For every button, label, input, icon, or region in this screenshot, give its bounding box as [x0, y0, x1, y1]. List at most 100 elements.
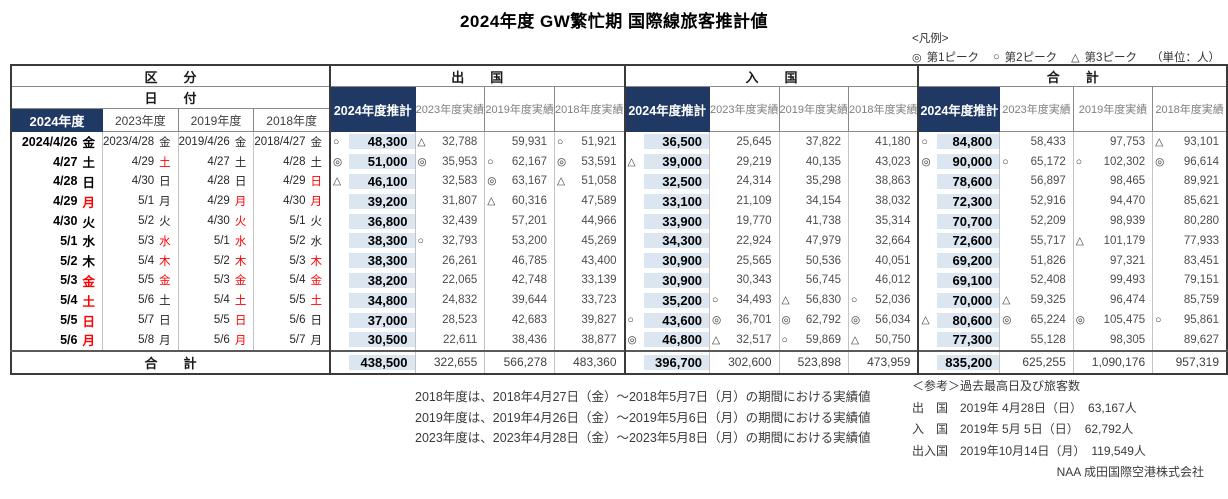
peak-symbol: ◎: [1075, 314, 1085, 327]
value-text: 78,600: [937, 173, 1000, 189]
value-cell-content: 28,523: [416, 310, 484, 330]
date-cell-content: 5/1 月: [103, 191, 177, 211]
value-cell: ○ 48,300: [328, 131, 416, 152]
value-text: 99,493: [1109, 274, 1146, 287]
date-text: 5/4: [138, 254, 155, 267]
date-cell: 2019/4/26 金: [177, 131, 254, 152]
date-text: 5/6: [213, 333, 230, 346]
value-text: 34,493: [736, 294, 772, 307]
date-cell-content: 5/6 土: [103, 290, 177, 310]
value-cell: 38,877: [554, 329, 625, 351]
date-text: 5/6: [138, 294, 155, 307]
note-line: 2019年度は、2019年4月26日（金）～2019年5月6日（月）の期間におけ…: [415, 410, 871, 425]
value-cell: 55,717: [999, 230, 1074, 251]
peak-symbol: ◎: [557, 155, 567, 168]
value-cell-content: △ 80,600: [920, 310, 1000, 330]
date-text: 5/8: [138, 333, 155, 346]
date-text: 2018/4/27: [254, 135, 306, 148]
date-cell: 5/2 木: [177, 250, 254, 271]
peak-symbol: △: [712, 333, 721, 346]
weekday-text: 火: [159, 216, 171, 229]
weekday-text: 金: [82, 274, 95, 289]
peak-symbol: ◎: [712, 314, 722, 327]
value-text: 58,433: [1030, 135, 1066, 148]
value-text: 51,058: [581, 175, 617, 188]
value-cell-content: 40,135: [780, 152, 848, 172]
value-cell: 21,109: [709, 191, 780, 212]
value-text: 56,830: [805, 294, 841, 307]
reference-line: 出 国 2019年 4月28日（日） 63,167人: [912, 400, 1137, 415]
value-cell-content: 52,916: [1001, 191, 1073, 211]
total-label: 合 計: [11, 349, 330, 374]
date-cell-content: 5/5 日: [179, 310, 253, 330]
unit-label: （単位：人）: [1150, 52, 1220, 64]
value-cell: 56,897: [999, 171, 1074, 192]
value-cell: 28,523: [414, 310, 485, 330]
value-cell: 72,600: [917, 230, 1000, 251]
date-cell-content: 5/1 火: [255, 211, 329, 231]
value-text: 33,900: [643, 213, 710, 229]
value-cell: 77,933: [1152, 230, 1227, 251]
date-cell-content: 5/3 金: [12, 271, 102, 291]
company-name: NAA 成田国際空港株式会社: [1056, 465, 1204, 479]
value-text: 97,321: [1109, 254, 1146, 267]
value-cell-content: 72,600: [920, 231, 1000, 251]
value-text: 37,000: [348, 312, 415, 328]
value-cell-content: 99,493: [1074, 271, 1152, 291]
value-cell: ○ 59,869: [778, 329, 849, 351]
value-cell: 19,770: [709, 211, 780, 231]
peak-symbol: ◎: [332, 155, 343, 168]
value-cell: 39,200: [328, 191, 416, 212]
date-text: 4/28: [283, 155, 306, 168]
value-cell: ◎ 53,591: [554, 151, 625, 172]
header-actual-col: 2018年度実績: [1152, 86, 1228, 132]
value-text: 38,877: [581, 333, 617, 346]
value-text: 47,979: [805, 234, 841, 247]
value-text: 53,591: [581, 155, 617, 168]
value-text: 39,827: [581, 314, 617, 327]
value-cell: 51,826: [999, 250, 1074, 271]
weekday-text: 日: [234, 176, 247, 189]
value-cell-content: 52,408: [1001, 271, 1073, 291]
date-text: 5/3: [289, 254, 306, 267]
total-value-text: 835,200: [937, 354, 1000, 370]
date-cell-content: 5/4 土: [179, 290, 253, 310]
peak-symbol: △: [921, 314, 930, 327]
weekday-text: 日: [82, 175, 95, 190]
date-cell-content: 5/5 日: [12, 310, 102, 330]
value-cell-content: ◎ 65,224: [1001, 310, 1073, 330]
value-cell-content: 50,536: [780, 251, 848, 271]
value-cell-content: 46,785: [486, 251, 554, 271]
value-cell: 70,700: [917, 211, 1000, 231]
value-cell-content: 38,300: [332, 231, 415, 251]
value-cell-content: ○ 43,600: [627, 310, 710, 330]
date-cell-content: 5/4 土: [12, 290, 102, 310]
value-cell-content: 70,000: [920, 290, 1000, 310]
value-cell: ◎ 36,701: [709, 310, 780, 330]
value-cell: 35,298: [778, 171, 849, 192]
value-cell-content: ◎ 90,000: [920, 152, 1000, 172]
value-cell: 42,683: [484, 310, 555, 330]
value-cell-content: △ 32,788: [416, 132, 484, 152]
value-cell-content: △ 59,325: [1001, 290, 1073, 310]
date-cell-content: 4/30 火: [12, 211, 102, 231]
date-cell: 4/30 月: [253, 191, 330, 212]
reference-line: 出入国 2019年10月14日（月） 119,549人: [912, 443, 1146, 458]
date-cell: 4/29 月: [177, 191, 254, 212]
date-cell: 5/7 日: [101, 310, 179, 330]
value-text: 52,916: [1030, 195, 1066, 208]
date-text: 5/5: [289, 294, 306, 307]
value-text: 85,621: [1183, 195, 1219, 208]
value-text: 56,745: [805, 274, 841, 287]
table-row: 4/28 日 4/30 日 4/28 日 4/29 日 △ 46,100 32,583 ◎ 63,167…: [11, 171, 1227, 192]
value-cell-content: 39,827: [556, 310, 624, 330]
date-text: 5/2: [60, 253, 78, 268]
value-cell: 40,135: [778, 151, 849, 172]
date-text: 5/1: [289, 215, 306, 228]
total-value-cell: 302,600: [709, 349, 780, 374]
peak-symbol: ○: [851, 294, 858, 307]
weekday-text: 土: [82, 294, 95, 309]
peak-symbol: △: [487, 195, 496, 208]
table-row: 2024/4/26 金 2023/4/28 金 2019/4/26 金 2018/4/27 金…: [11, 131, 1227, 152]
value-cell-content: ◎ 96,614: [1154, 152, 1226, 172]
